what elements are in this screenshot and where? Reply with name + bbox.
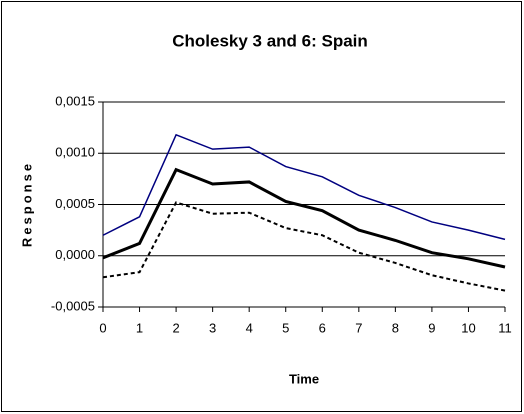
series-line [102, 133, 506, 241]
x-tick-label: 2 [172, 320, 179, 335]
x-tick-label: 0 [99, 320, 106, 335]
x-tick-label: 1 [136, 320, 143, 335]
x-tick-label: 11 [498, 320, 512, 335]
x-tick-label: 3 [209, 320, 216, 335]
series-line [102, 201, 506, 292]
x-tick-label: 9 [428, 320, 435, 335]
chart-title: Cholesky 3 and 6: Spain [172, 31, 368, 50]
x-tick-label: 7 [355, 320, 362, 335]
x-tick-label: 6 [319, 320, 326, 335]
y-tick-label: 0,0015 [55, 93, 95, 108]
x-tick-label: 4 [246, 320, 253, 335]
y-tick-label: -0,0005 [51, 298, 95, 313]
x-axis-label: Time [289, 371, 319, 386]
x-tick-label: 8 [392, 320, 399, 335]
y-tick-label: 0,0010 [55, 145, 95, 160]
y-axis-label: Response [19, 161, 34, 247]
x-tick-label: 5 [282, 320, 289, 335]
y-tick-label: 0,0005 [55, 196, 95, 211]
y-tick-label: 0,0000 [55, 247, 95, 262]
x-tick-label: 10 [461, 320, 475, 335]
series-line [102, 167, 506, 269]
